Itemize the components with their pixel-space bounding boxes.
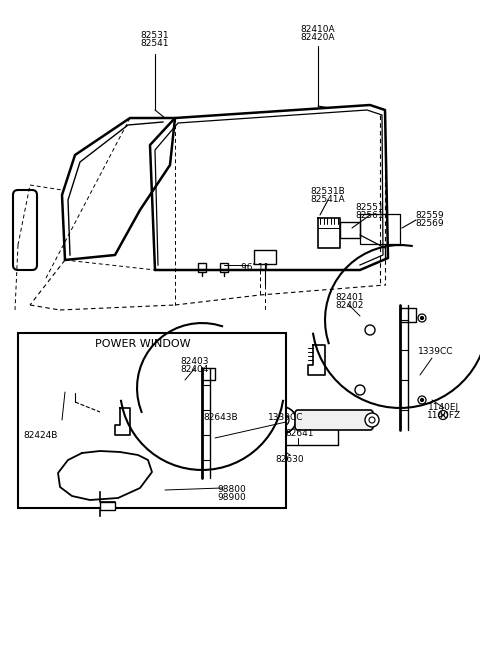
Text: 82424B: 82424B <box>24 432 58 440</box>
Circle shape <box>420 399 423 401</box>
Text: 82559: 82559 <box>416 210 444 219</box>
Text: 82569: 82569 <box>416 219 444 227</box>
Text: 82561: 82561 <box>356 212 384 221</box>
Text: 82641: 82641 <box>286 428 314 438</box>
Text: 82531: 82531 <box>141 32 169 41</box>
Text: 1339CC: 1339CC <box>418 348 454 357</box>
Text: 96' 11: 96' 11 <box>241 263 269 273</box>
Text: 82541: 82541 <box>141 39 169 49</box>
Bar <box>254 250 276 264</box>
Text: 82403: 82403 <box>181 357 209 365</box>
Text: 1140EJ: 1140EJ <box>429 403 459 413</box>
Text: 82404: 82404 <box>181 365 209 373</box>
Circle shape <box>163 390 173 400</box>
Circle shape <box>97 473 103 479</box>
Circle shape <box>218 457 221 459</box>
Bar <box>220 263 228 272</box>
Text: 82630: 82630 <box>276 455 304 464</box>
Text: 82541A: 82541A <box>311 196 345 204</box>
Text: 98900: 98900 <box>217 493 246 503</box>
Bar <box>100 502 115 510</box>
Text: 82410A: 82410A <box>300 26 336 35</box>
Text: 82551: 82551 <box>356 204 384 212</box>
Text: 82401: 82401 <box>336 292 364 302</box>
Text: 1140FZ: 1140FZ <box>427 411 461 420</box>
Bar <box>198 263 206 272</box>
Circle shape <box>365 413 379 427</box>
Text: 82402: 82402 <box>336 300 364 309</box>
Circle shape <box>153 448 163 458</box>
Circle shape <box>218 373 221 376</box>
Circle shape <box>355 385 365 395</box>
FancyBboxPatch shape <box>295 410 373 430</box>
Text: 98800: 98800 <box>217 486 246 495</box>
Circle shape <box>73 386 76 390</box>
Bar <box>18 333 286 508</box>
Text: 82531B: 82531B <box>311 187 346 196</box>
Circle shape <box>420 317 423 319</box>
Text: 82643B: 82643B <box>204 413 238 422</box>
Text: 82420A: 82420A <box>301 34 335 43</box>
Text: 1339CC: 1339CC <box>268 413 304 422</box>
Circle shape <box>365 325 375 335</box>
Text: POWER WINDOW: POWER WINDOW <box>95 339 191 349</box>
